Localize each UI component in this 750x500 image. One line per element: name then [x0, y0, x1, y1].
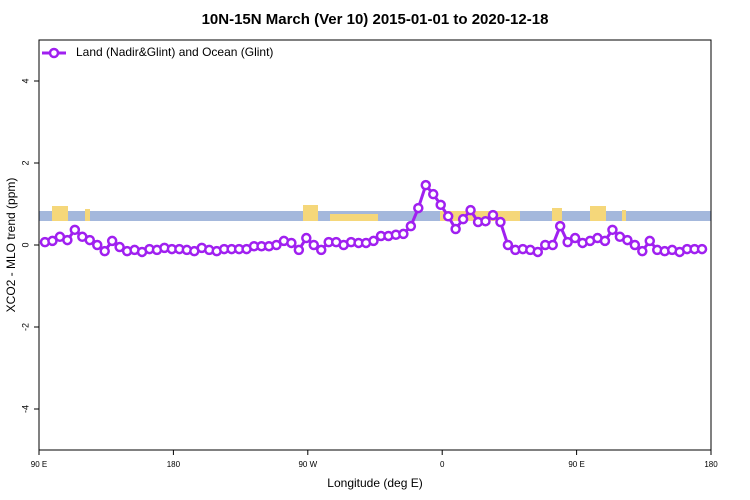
y-tick-label: 2	[20, 160, 30, 165]
data-point	[315, 244, 327, 256]
data-point	[502, 239, 514, 251]
data-point	[368, 235, 379, 247]
data-point	[644, 235, 656, 247]
data-point	[637, 245, 648, 257]
data-point	[62, 234, 73, 246]
y-axis-label: XCO2 - MLO trend (ppm)	[4, 178, 18, 313]
data-point	[532, 246, 544, 258]
land-patch	[303, 205, 318, 221]
data-point	[84, 234, 96, 246]
data-point	[487, 209, 499, 221]
land-patch	[622, 210, 626, 221]
data-point	[547, 239, 558, 251]
data-point	[301, 232, 312, 244]
x-tick-label: 180	[167, 460, 181, 469]
y-tick-label: 0	[20, 242, 30, 247]
data-point	[286, 237, 297, 249]
data-point	[69, 224, 81, 236]
data-point	[114, 241, 125, 253]
land-patch	[52, 206, 68, 221]
data-point	[420, 179, 432, 191]
land-ocean-band	[39, 205, 711, 221]
data-point	[629, 239, 641, 251]
data-point	[562, 236, 573, 248]
x-tick-label: 90 W	[298, 460, 317, 469]
data-point	[622, 234, 633, 246]
data-point	[554, 220, 566, 232]
data-point	[465, 204, 476, 216]
data-point	[457, 213, 469, 225]
data-point	[427, 188, 439, 200]
data-point	[271, 239, 282, 251]
data-point	[398, 228, 409, 240]
land-patch	[552, 208, 562, 221]
data-point	[480, 215, 491, 227]
data-point	[293, 244, 305, 256]
x-tick-label: 0	[440, 460, 445, 469]
y-tick-label: -2	[20, 323, 30, 331]
data-point	[99, 245, 110, 257]
data-point	[308, 239, 320, 251]
data-point	[450, 223, 461, 235]
data-point	[696, 243, 708, 255]
data-point	[413, 202, 424, 214]
land-patch	[440, 211, 520, 221]
x-tick-label: 90 E	[31, 460, 47, 469]
data-point	[599, 235, 611, 247]
data-point	[495, 216, 506, 228]
data-point	[106, 235, 118, 247]
legend-marker	[48, 47, 60, 59]
data-point	[569, 232, 581, 244]
land-patch	[330, 214, 378, 221]
legend-label: Land (Nadir&Glint) and Ocean (Glint)	[76, 45, 273, 59]
data-point	[442, 211, 454, 222]
land-patch	[85, 209, 90, 221]
data-point	[47, 235, 58, 247]
x-tick-label: 180	[704, 460, 718, 469]
data-point	[405, 220, 417, 232]
data-point	[435, 199, 446, 211]
x-tick-label: 90 E	[568, 460, 584, 469]
y-tick-label: -4	[20, 405, 30, 413]
y-tick-label: 4	[20, 78, 30, 83]
x-axis-label: Longitude (deg E)	[327, 476, 422, 490]
chart-title: 10N-15N March (Ver 10) 2015-01-01 to 202…	[202, 11, 549, 28]
data-point	[607, 224, 618, 236]
data-point	[91, 239, 103, 251]
land-patch	[590, 206, 606, 221]
